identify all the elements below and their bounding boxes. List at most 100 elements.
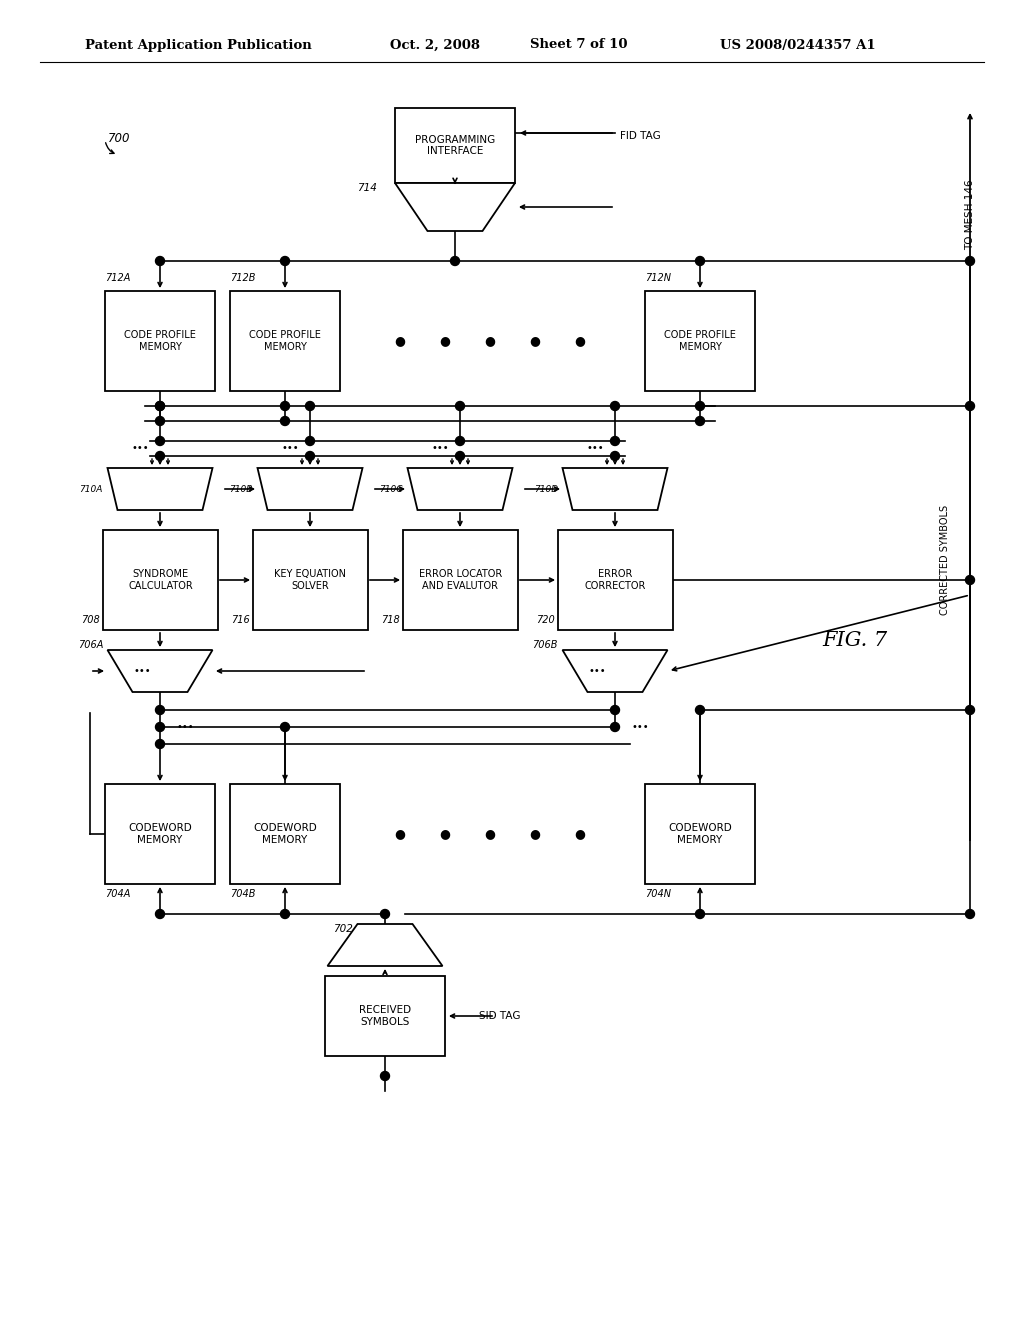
Circle shape	[281, 417, 290, 425]
Circle shape	[156, 705, 165, 714]
Text: 702: 702	[333, 924, 353, 935]
Bar	[558, 531, 673, 630]
Text: 712B: 712B	[230, 273, 256, 282]
Circle shape	[281, 722, 290, 731]
Circle shape	[966, 909, 975, 919]
Bar	[403, 531, 518, 630]
Text: 710B: 710B	[229, 484, 253, 494]
Circle shape	[156, 401, 165, 411]
Polygon shape	[257, 469, 362, 510]
Text: Patent Application Publication: Patent Application Publication	[85, 38, 311, 51]
Bar	[395, 108, 515, 183]
Circle shape	[156, 417, 165, 425]
Text: ●: ●	[484, 828, 496, 841]
Text: 706A: 706A	[78, 640, 103, 649]
Text: KEY EQUATION
SOLVER: KEY EQUATION SOLVER	[274, 569, 346, 591]
Text: 710A: 710A	[80, 484, 103, 494]
Circle shape	[966, 401, 975, 411]
Bar	[230, 290, 340, 391]
Text: •••: •••	[131, 444, 148, 453]
Text: 708: 708	[81, 615, 100, 624]
Circle shape	[966, 256, 975, 265]
Bar	[253, 531, 368, 630]
Text: Oct. 2, 2008: Oct. 2, 2008	[390, 38, 480, 51]
Circle shape	[156, 437, 165, 446]
Circle shape	[281, 256, 290, 265]
Circle shape	[966, 576, 975, 585]
Circle shape	[456, 437, 465, 446]
Circle shape	[610, 705, 620, 714]
Text: ●: ●	[574, 828, 586, 841]
Text: CORRECTED SYMBOLS: CORRECTED SYMBOLS	[940, 506, 950, 615]
Circle shape	[305, 401, 314, 411]
Circle shape	[305, 451, 314, 461]
Circle shape	[695, 401, 705, 411]
Text: 700: 700	[108, 132, 130, 144]
Circle shape	[156, 722, 165, 731]
Circle shape	[610, 437, 620, 446]
Text: ERROR LOCATOR
AND EVALUTOR: ERROR LOCATOR AND EVALUTOR	[419, 569, 502, 591]
Bar	[645, 290, 755, 391]
Text: 710D: 710D	[534, 484, 558, 494]
Text: CODE PROFILE
MEMORY: CODE PROFILE MEMORY	[249, 330, 321, 352]
Text: CODEWORD
MEMORY: CODEWORD MEMORY	[128, 824, 191, 845]
Circle shape	[381, 909, 389, 919]
Circle shape	[966, 705, 975, 714]
Text: 712A: 712A	[105, 273, 130, 282]
Text: ERROR
CORRECTOR: ERROR CORRECTOR	[585, 569, 646, 591]
Bar	[230, 784, 340, 884]
Text: ●: ●	[439, 828, 451, 841]
Text: 720: 720	[537, 615, 555, 624]
Text: ●: ●	[394, 334, 406, 347]
Text: CODE PROFILE
MEMORY: CODE PROFILE MEMORY	[124, 330, 196, 352]
Circle shape	[456, 401, 465, 411]
Text: CODEWORD
MEMORY: CODEWORD MEMORY	[668, 824, 732, 845]
Circle shape	[156, 451, 165, 461]
Text: •••: •••	[588, 667, 606, 676]
Circle shape	[156, 401, 165, 411]
Text: 704A: 704A	[105, 888, 130, 899]
Text: 718: 718	[381, 615, 400, 624]
Circle shape	[281, 909, 290, 919]
Bar	[325, 975, 445, 1056]
Text: SID TAG: SID TAG	[479, 1011, 521, 1020]
Circle shape	[610, 722, 620, 731]
Text: •••: •••	[133, 667, 151, 676]
Text: TO MESH 146: TO MESH 146	[965, 180, 975, 251]
Bar	[105, 784, 215, 884]
Circle shape	[695, 256, 705, 265]
Circle shape	[610, 451, 620, 461]
Circle shape	[456, 451, 465, 461]
Polygon shape	[395, 183, 515, 231]
Text: 710C: 710C	[380, 484, 403, 494]
Circle shape	[695, 909, 705, 919]
Polygon shape	[328, 924, 442, 966]
Circle shape	[451, 256, 460, 265]
Text: SYNDROME
CALCULATOR: SYNDROME CALCULATOR	[128, 569, 193, 591]
Circle shape	[156, 256, 165, 265]
Bar	[645, 784, 755, 884]
Circle shape	[281, 401, 290, 411]
Text: 712N: 712N	[645, 273, 671, 282]
Text: CODE PROFILE
MEMORY: CODE PROFILE MEMORY	[664, 330, 736, 352]
Circle shape	[381, 1072, 389, 1081]
Text: ●: ●	[394, 828, 406, 841]
Circle shape	[156, 909, 165, 919]
Text: FID TAG: FID TAG	[620, 131, 660, 141]
Text: PROGRAMMING
INTERFACE: PROGRAMMING INTERFACE	[415, 135, 496, 156]
Text: RECEIVED
SYMBOLS: RECEIVED SYMBOLS	[359, 1006, 411, 1027]
Text: 716: 716	[231, 615, 250, 624]
Circle shape	[156, 739, 165, 748]
Text: •••: •••	[431, 444, 449, 453]
Text: ●: ●	[529, 334, 541, 347]
Polygon shape	[562, 469, 668, 510]
Circle shape	[695, 417, 705, 425]
Text: •••: •••	[586, 444, 604, 453]
Text: 704B: 704B	[230, 888, 256, 899]
Text: Sheet 7 of 10: Sheet 7 of 10	[530, 38, 628, 51]
Circle shape	[610, 401, 620, 411]
Text: US 2008/0244357 A1: US 2008/0244357 A1	[720, 38, 876, 51]
Circle shape	[305, 437, 314, 446]
Text: ●: ●	[529, 828, 541, 841]
Text: ●: ●	[484, 334, 496, 347]
